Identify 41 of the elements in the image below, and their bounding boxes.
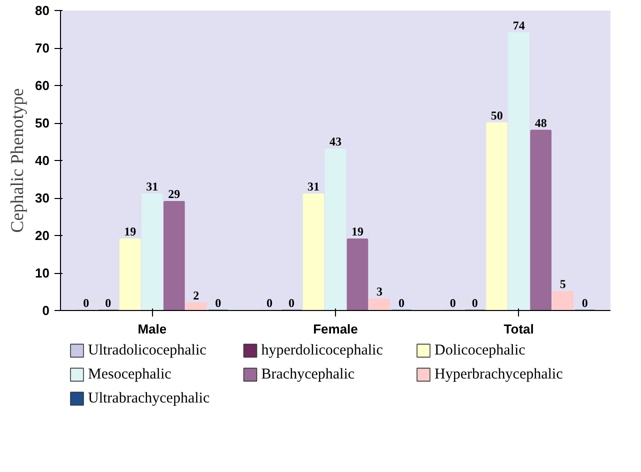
data-label: 3 — [376, 284, 382, 298]
data-label: 0 — [582, 296, 588, 310]
data-label: 0 — [450, 296, 456, 310]
y-tick-label: 20 — [35, 228, 50, 243]
y-tick-label: 50 — [35, 116, 50, 130]
y-tick-label: 70 — [35, 40, 50, 56]
y-tick-label: 60 — [35, 78, 50, 93]
data-label: 0 — [105, 296, 112, 310]
y-axis-title: Cephalic Phenotype — [7, 88, 28, 233]
data-label: 0 — [288, 296, 294, 310]
data-label: 0 — [215, 296, 222, 310]
data-label: 31 — [308, 180, 320, 194]
data-label: 0 — [83, 296, 90, 310]
y-tick-label: 10 — [35, 266, 50, 280]
data-label: 29 — [168, 187, 180, 201]
data-label: 0 — [472, 296, 478, 310]
legend-label: Mesocephalic — [88, 366, 172, 383]
y-tick-label: 30 — [35, 190, 50, 206]
legend-label: Hyperbrachycephalic — [434, 366, 564, 383]
legend-label: hyperdolicocephalic — [261, 342, 384, 359]
data-label: 5 — [560, 277, 566, 291]
data-label: 31 — [146, 180, 158, 194]
legend-label: Brachycephalic — [261, 366, 355, 383]
data-label: 43 — [330, 134, 342, 148]
x-tick-label: Female — [313, 322, 358, 336]
legend-label: Dolicocephalic — [434, 342, 526, 359]
legend-label: Ultrabrachycephalic — [88, 390, 210, 407]
y-tick-label: 80 — [35, 3, 50, 18]
x-tick-label: Male — [138, 322, 167, 336]
data-label: 48 — [534, 116, 547, 130]
y-tick-label: 40 — [35, 153, 50, 168]
data-label: 74 — [512, 18, 525, 32]
y-tick-label: 0 — [42, 303, 50, 318]
legend-label: Ultradolicocephalic — [88, 342, 207, 359]
data-label: 19 — [124, 224, 136, 238]
data-label: 19 — [352, 224, 364, 238]
data-label: 50 — [490, 108, 503, 122]
x-tick-label: Total — [504, 322, 534, 336]
data-label: 0 — [266, 296, 272, 310]
data-label: 0 — [398, 296, 404, 310]
data-label: 2 — [193, 288, 200, 302]
